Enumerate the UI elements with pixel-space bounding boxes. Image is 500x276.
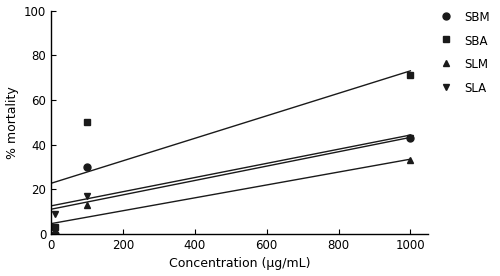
SLA <box>408 136 414 140</box>
Line: SBA: SBA <box>52 72 414 231</box>
SLM <box>52 232 58 236</box>
SBM <box>52 232 58 236</box>
SBM <box>84 165 90 169</box>
SLM <box>84 203 90 207</box>
Legend: SBM, SBA, SLM, SLA: SBM, SBA, SLM, SLA <box>432 6 494 100</box>
SLA <box>52 212 58 216</box>
Y-axis label: % mortality: % mortality <box>6 86 18 159</box>
SBA <box>408 74 414 77</box>
SLM <box>408 159 414 162</box>
Line: SLA: SLA <box>52 134 414 217</box>
X-axis label: Concentration (μg/mL): Concentration (μg/mL) <box>169 258 310 270</box>
SBA <box>84 121 90 124</box>
Line: SBM: SBM <box>52 134 414 238</box>
SBM <box>408 136 414 140</box>
SBA <box>52 226 58 229</box>
Line: SLM: SLM <box>52 157 414 238</box>
SLA <box>84 194 90 198</box>
